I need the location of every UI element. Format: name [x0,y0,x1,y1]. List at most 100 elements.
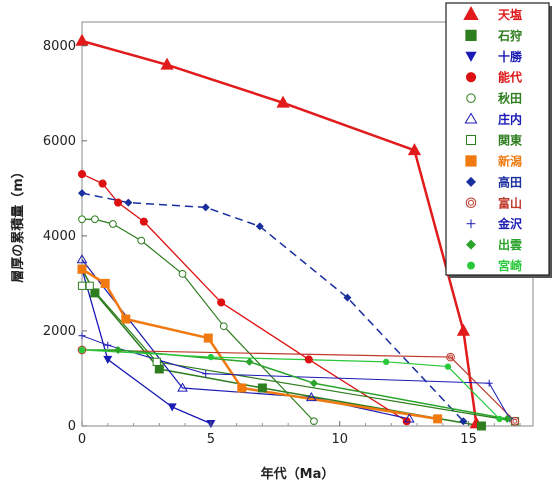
data-point [207,353,215,361]
data-point [456,323,471,336]
legend-label: 秋田 [498,91,522,106]
data-point [403,413,415,423]
x-tick-label: 15 [460,432,477,447]
data-point [124,198,133,207]
data-point [496,415,503,423]
data-point [121,314,131,324]
data-point [103,355,113,364]
legend-marker [466,93,476,103]
y-tick-label: 0 [68,419,76,434]
data-point [160,57,174,70]
legend-label: 石狩 [497,28,522,43]
data-point [237,383,247,393]
data-point [485,379,493,387]
legend-label: 新潟 [498,153,522,168]
data-point [137,236,146,245]
legend-marker [466,135,476,145]
legend-marker [465,51,477,62]
legend-marker [466,176,476,187]
marker-ring-outer [510,416,520,426]
data-point [90,288,100,298]
legend-label: 金沢 [497,216,523,231]
data-point [201,203,210,212]
data-point [78,189,86,198]
legend-label: 関東 [498,133,522,148]
data-point [257,383,267,393]
marker-ring-inner [448,354,454,360]
data-point [444,363,452,370]
data-point [139,217,148,226]
data-point [309,379,318,388]
data-point [305,391,317,402]
marker-ring-inner [512,418,518,424]
legend-box [445,2,550,276]
data-point [114,198,123,207]
legend-marker [465,72,477,83]
legend-marker [464,112,478,124]
data-point [255,222,264,231]
data-point [76,254,88,264]
data-point [219,322,228,331]
data-point [109,220,117,228]
legend-label: 出雲 [498,237,522,252]
data-point [446,352,455,362]
x-axis-title: 年代（Ma） [261,466,335,482]
data-point [91,215,99,224]
legend-marker [465,155,477,167]
x-tick-label: 5 [207,432,215,447]
data-point [402,417,411,426]
marker-ring-outer [446,352,455,362]
data-point [85,281,94,290]
data-point [98,179,107,188]
legend-marker [465,29,477,42]
series-line-8 [81,192,464,422]
data-point [104,341,112,349]
data-point [167,403,177,412]
data-point [78,346,86,354]
legend-marker [467,261,475,270]
series-line-2 [81,268,212,425]
x-tick-label: 10 [331,432,348,447]
y-tick-label: 6000 [43,134,76,149]
data-point [78,215,86,224]
legend-marker [466,239,476,250]
data-point [177,382,188,392]
data-point [202,370,210,378]
data-point [245,357,254,366]
data-point [114,345,123,354]
data-point [510,416,520,426]
data-point [343,293,352,302]
y-tick-label: 2000 [43,324,76,339]
y-axis-title: 層厚の累積量（m） [10,165,26,283]
legend-label: 能代 [498,70,522,85]
marker-ring-inner [467,199,475,206]
legend-label: 庄内 [498,112,522,127]
legend-marker [463,6,479,21]
data-point [100,278,110,288]
data-point [503,414,512,423]
series-line-5 [81,259,410,420]
data-point [276,95,290,108]
data-point [77,264,87,274]
legend-label: 宮崎 [498,258,522,273]
y-tick-label: 4000 [43,229,76,244]
data-point [178,270,187,278]
data-point [152,357,161,366]
data-point [203,333,213,343]
legend-label: 天塩 [498,7,522,22]
axes: 0 5 10 15 0 2000 4000 6000 8000 年代（Ma） 層厚の累積量（m） [10,39,521,482]
data-point [154,364,164,374]
x-tick-label: 0 [78,432,86,447]
series-line-9 [81,349,516,422]
legend-marker [465,197,477,209]
series-layer [75,33,520,431]
data-point [77,170,87,179]
legend-label: 十勝 [498,49,523,64]
legend-label: 富山 [498,195,522,210]
data-point [78,332,86,340]
data-point [382,358,390,365]
data-point [433,414,443,424]
data-point [217,298,226,307]
